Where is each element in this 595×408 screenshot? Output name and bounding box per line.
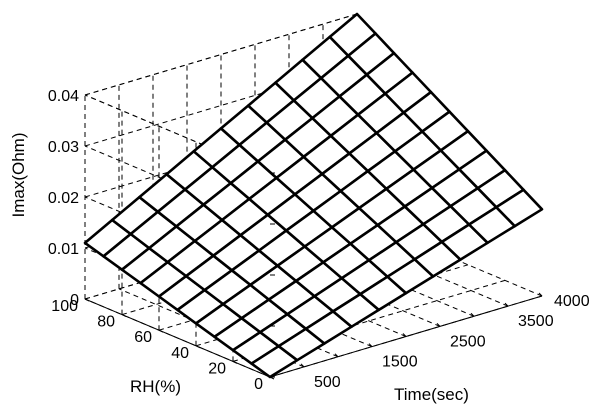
y-tick [269, 376, 275, 380]
surface-mesh [83, 12, 544, 379]
y-axis-line [84, 298, 271, 378]
z-tick-label: 0.01 [48, 241, 79, 258]
x-tick-label: 2500 [450, 333, 486, 350]
y-axis-label: RH(%) [130, 377, 181, 396]
y-tick [232, 360, 238, 364]
y-tick-label: 20 [208, 360, 226, 377]
x-tick [470, 312, 475, 317]
x-tick-label: 1500 [382, 354, 418, 371]
z-axis-label: Imax(Ohm) [9, 133, 28, 218]
y-tick-label: 0 [254, 376, 263, 393]
x-axis-label: Time(sec) [394, 385, 469, 404]
z-tick-label: 0.04 [48, 88, 79, 105]
box-edge [84, 13, 358, 96]
x-tick [538, 292, 543, 297]
x-tick [402, 333, 407, 337]
x-tick [300, 363, 305, 368]
x-tick [334, 353, 339, 358]
y-tick-label: 80 [97, 314, 115, 331]
y-tick [195, 345, 201, 349]
y-tick [121, 314, 127, 318]
z-tick-label: 0 [70, 292, 79, 309]
y-tick-label: 40 [171, 345, 189, 362]
surface-cell [494, 188, 544, 228]
x-tick-label: 3500 [518, 313, 554, 330]
tick-labels: 0 0.01 0.02 0.03 0.04 0 20 40 60 80 100 500 1500 2500… [48, 88, 590, 393]
y-tick-label: 60 [134, 329, 152, 346]
x-tick-label: 500 [314, 374, 341, 391]
y-tick [158, 329, 164, 333]
x-tick [436, 323, 441, 327]
z-tick-label: 0.02 [48, 190, 79, 207]
z-tick-label: 0.03 [48, 139, 79, 156]
x-tick-label: 4000 [554, 293, 590, 310]
y-tick [84, 298, 90, 302]
y-tick-label: 100 [51, 298, 78, 315]
tick-marks [84, 172, 543, 380]
x-tick [368, 343, 373, 347]
box-edge [84, 94, 271, 174]
x-tick [504, 302, 509, 307]
